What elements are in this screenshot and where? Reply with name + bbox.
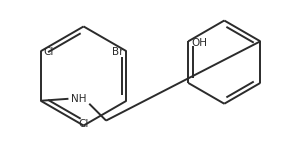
Text: NH: NH	[71, 94, 86, 104]
Text: OH: OH	[191, 38, 207, 48]
Text: Cl: Cl	[44, 47, 54, 57]
Text: Br: Br	[112, 47, 124, 57]
Text: Cl: Cl	[78, 119, 89, 130]
